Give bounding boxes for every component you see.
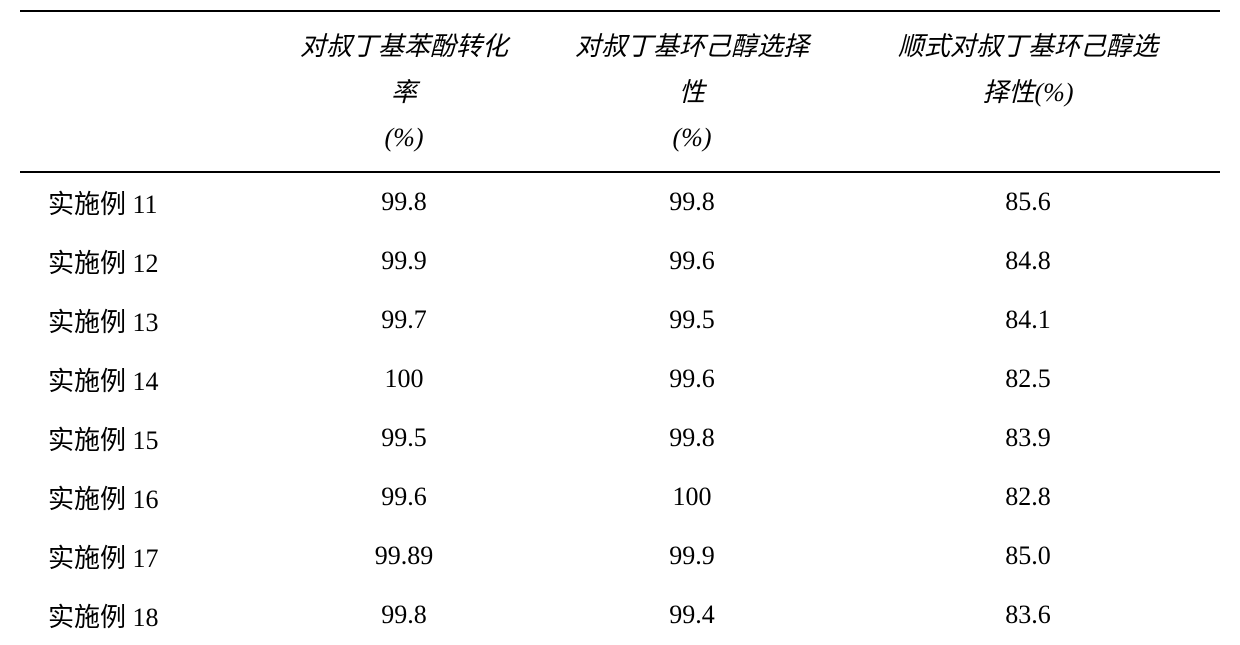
col-header-text: 顺式对叔丁基环己醇选	[898, 32, 1158, 61]
cell-conv: 99.8	[260, 586, 548, 645]
row-label: 实施例 18	[20, 586, 260, 645]
table-row: 实施例 15 99.5 99.8 83.9	[20, 409, 1220, 468]
cell-conv: 100	[260, 350, 548, 409]
table-row: 实施例 16 99.6 100 82.8	[20, 468, 1220, 527]
cell-sel: 100	[548, 468, 836, 527]
cell-conv: 99.8	[260, 172, 548, 232]
col-header-selectivity: 对叔丁基环己醇选择 性 (%)	[548, 11, 836, 172]
col-header-conversion: 对叔丁基苯酚转化 率 (%)	[260, 11, 548, 172]
col-header-text: (%)	[385, 123, 424, 152]
col-header-text: 对叔丁基苯酚转化	[300, 32, 508, 61]
col-header-cis-selectivity: 顺式对叔丁基环己醇选 择性(%)	[836, 11, 1220, 172]
cell-sel: 99.6	[548, 350, 836, 409]
cell-sel: 99.6	[548, 232, 836, 291]
cell-sel: 99.9	[548, 527, 836, 586]
cell-cis: 85.0	[836, 527, 1220, 586]
table-header-row: 对叔丁基苯酚转化 率 (%) 对叔丁基环己醇选择 性 (%) 顺式对叔丁基环己醇…	[20, 11, 1220, 172]
row-label: 实施例 13	[20, 291, 260, 350]
row-label: 实施例 11	[20, 172, 260, 232]
row-label: 实施例 17	[20, 527, 260, 586]
cell-sel: 99.5	[548, 291, 836, 350]
col-header-text: 率	[391, 78, 417, 107]
table-row: 实施例 18 99.8 99.4 83.6	[20, 586, 1220, 645]
row-label: 实施例 14	[20, 350, 260, 409]
cell-cis: 85.6	[836, 172, 1220, 232]
cell-conv: 99.5	[260, 409, 548, 468]
cell-conv: 99.6	[260, 468, 548, 527]
cell-cis: 83.9	[836, 409, 1220, 468]
cell-sel: 99.8	[548, 172, 836, 232]
table-row: 实施例 13 99.7 99.5 84.1	[20, 291, 1220, 350]
cell-cis: 84.1	[836, 291, 1220, 350]
data-table: 对叔丁基苯酚转化 率 (%) 对叔丁基环己醇选择 性 (%) 顺式对叔丁基环己醇…	[20, 10, 1220, 645]
col-header-blank	[20, 11, 260, 172]
cell-sel: 99.8	[548, 409, 836, 468]
table-row: 实施例 12 99.9 99.6 84.8	[20, 232, 1220, 291]
col-header-text: (%)	[673, 123, 712, 152]
cell-conv: 99.89	[260, 527, 548, 586]
table-row: 实施例 11 99.8 99.8 85.6	[20, 172, 1220, 232]
row-label: 实施例 16	[20, 468, 260, 527]
cell-sel: 99.4	[548, 586, 836, 645]
table-row: 实施例 17 99.89 99.9 85.0	[20, 527, 1220, 586]
row-label: 实施例 15	[20, 409, 260, 468]
cell-conv: 99.9	[260, 232, 548, 291]
row-label: 实施例 12	[20, 232, 260, 291]
col-header-text: 择性(%)	[983, 78, 1074, 107]
cell-conv: 99.7	[260, 291, 548, 350]
cell-cis: 82.8	[836, 468, 1220, 527]
col-header-text: 性	[679, 78, 705, 107]
table-row: 实施例 14 100 99.6 82.5	[20, 350, 1220, 409]
cell-cis: 84.8	[836, 232, 1220, 291]
cell-cis: 83.6	[836, 586, 1220, 645]
cell-cis: 82.5	[836, 350, 1220, 409]
col-header-text: 对叔丁基环己醇选择	[575, 32, 809, 61]
